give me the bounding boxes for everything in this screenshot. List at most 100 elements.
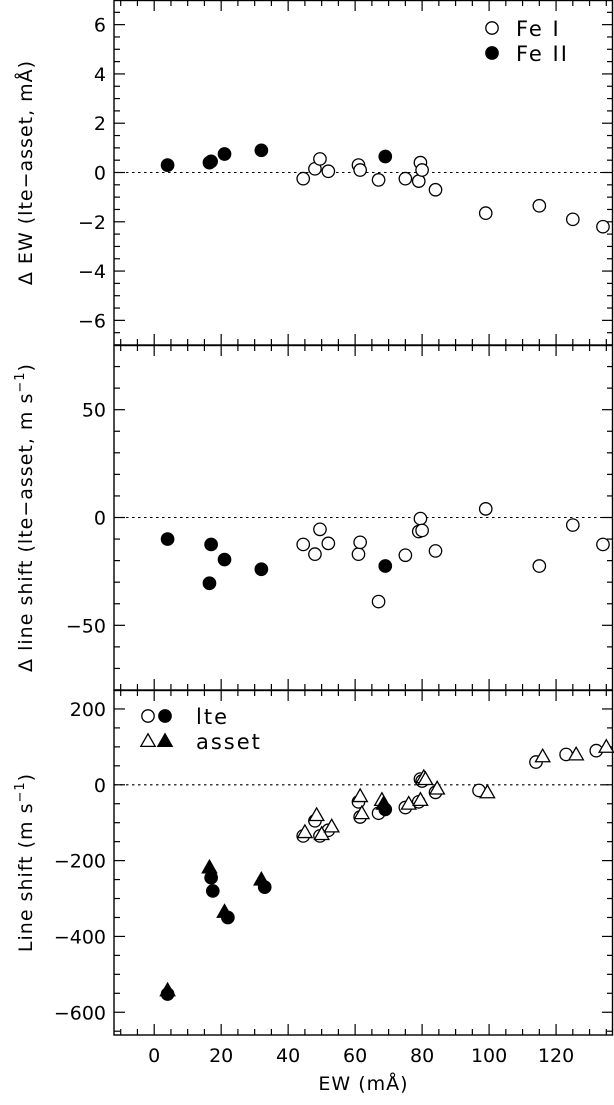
y-tick-label: −2 <box>78 212 106 234</box>
data-point-filled-circle <box>160 158 175 172</box>
y-axis-label: Δ line shift (lte−asset, m s−1) <box>13 363 37 672</box>
data-point-open-triangle <box>313 825 330 841</box>
data-point-open-circle <box>398 171 413 186</box>
y-tick-label: 0 <box>94 163 106 185</box>
x-tick-label: 80 <box>410 1045 434 1067</box>
plot-frame <box>113 689 614 1036</box>
x-tick-label: 60 <box>343 1045 367 1067</box>
data-point-open-circle <box>413 511 428 526</box>
data-point-open-circle <box>596 537 610 552</box>
data-point-filled-circle <box>217 147 232 161</box>
data-point-filled-triangle <box>201 858 218 874</box>
data-point-open-circle <box>478 206 493 221</box>
y-axis-label-superscript: −1 <box>13 781 28 802</box>
y-axis-label-end: ) <box>15 363 37 371</box>
x-tick-label: 100 <box>471 1045 507 1067</box>
legend-marker-filled-circle <box>158 709 172 723</box>
data-point-open-triangle <box>567 745 585 761</box>
legend-marker-open-triangle <box>139 732 157 748</box>
y-tick-label: 50 <box>82 400 106 422</box>
data-point-open-circle <box>351 547 366 562</box>
data-point-open-circle <box>321 164 336 179</box>
data-point-open-triangle <box>417 770 434 786</box>
data-point-open-circle <box>296 171 311 186</box>
data-point-filled-circle <box>204 537 218 552</box>
data-point-open-circle <box>321 536 336 551</box>
x-tick-label: 120 <box>538 1045 574 1067</box>
data-point-open-circle <box>532 559 547 573</box>
data-point-filled-circle <box>217 552 232 567</box>
data-point-open-circle <box>398 548 413 563</box>
data-point-filled-circle <box>160 532 175 546</box>
y-axis-label: Line shift (m s−1) <box>13 773 37 952</box>
x-tick-label: 20 <box>209 1045 233 1067</box>
data-point-filled-triangle <box>216 903 233 918</box>
legend-label: asset <box>196 730 262 754</box>
data-point-open-circle <box>415 163 429 177</box>
panel-delta-line-shift: −50 0 50 Δ line shift (lte−asset, m s−1) <box>13 344 614 691</box>
data-point-open-triangle <box>412 791 429 806</box>
y-axis-label-prefix: Δ <box>15 264 37 285</box>
panel-delta-ew: −6 −4 −2 0 2 4 6 Δ EW (lte−asset, mÅ) Fe IFe II <box>14 0 614 346</box>
y-axis-label-text: EW (lte−asset, mÅ) <box>14 60 37 264</box>
y-axis-label-superscript: −1 <box>13 371 28 392</box>
legend-marker-filled-circle <box>485 46 499 60</box>
data-point-open-triangle <box>479 783 496 799</box>
data-point-filled-circle <box>205 884 220 898</box>
data-point-open-circle <box>313 152 327 166</box>
data-point-open-circle <box>428 544 443 558</box>
legend-label: lte <box>196 705 229 729</box>
data-point-open-circle <box>313 522 327 537</box>
data-point-filled-triangle <box>253 871 270 886</box>
data-point-open-circle <box>308 547 322 562</box>
data-point-filled-circle <box>378 559 393 573</box>
data-point-filled-circle <box>378 149 393 164</box>
data-point-open-circle <box>353 535 368 550</box>
legend-label: Fe I <box>516 17 561 41</box>
data-point-open-triangle <box>428 780 446 795</box>
legend-marker-open-circle <box>485 21 499 35</box>
y-axis-label-prefix: Δ <box>15 651 37 672</box>
data-point-filled-triangle <box>159 981 176 997</box>
legend-marker-open-circle <box>141 709 155 723</box>
y-tick-label: 4 <box>94 64 106 86</box>
x-tick-label: 40 <box>276 1045 300 1067</box>
legend-marker-filled-triangle <box>156 732 174 748</box>
data-point-open-triangle <box>353 804 371 820</box>
y-tick-label: −50 <box>66 615 106 637</box>
plot-frame <box>113 344 614 691</box>
x-tick-label: 0 <box>148 1045 160 1067</box>
data-point-open-triangle <box>534 747 551 763</box>
y-tick-label: −400 <box>54 926 106 948</box>
data-point-open-circle <box>532 198 547 213</box>
y-axis-label-text: line shift (lte−asset, m s <box>15 393 37 651</box>
data-point-open-triangle <box>597 738 614 753</box>
data-point-filled-circle <box>202 576 217 591</box>
data-point-open-triangle <box>308 806 325 822</box>
data-point-open-circle <box>371 594 386 609</box>
y-axis-label-end: ) <box>15 773 37 781</box>
y-tick-label: −200 <box>54 851 106 873</box>
data-point-open-triangle <box>351 787 369 803</box>
y-tick-label: 2 <box>94 113 106 135</box>
data-point-open-triangle <box>323 817 341 833</box>
legend-top-right: Fe IFe II <box>485 17 567 66</box>
y-tick-label: −6 <box>78 310 106 332</box>
data-point-open-circle <box>428 182 443 197</box>
data-point-filled-triangle <box>375 795 392 810</box>
data-point-open-circle <box>296 537 311 552</box>
data-point-open-circle <box>565 518 580 532</box>
data-point-filled-circle <box>204 154 218 169</box>
y-axis-label-text: Line shift (m s <box>15 803 37 953</box>
data-point-open-circle <box>478 502 493 516</box>
y-tick-label: 6 <box>94 15 106 37</box>
data-point-filled-circle <box>254 143 269 158</box>
y-tick-label: 0 <box>94 775 106 797</box>
panel-line-shift: −600 −400 −200 0 200 0 20 40 60 80 100 120 Line shif… <box>13 689 614 1095</box>
data-point-open-triangle <box>296 823 314 839</box>
data-point-open-circle <box>565 212 580 227</box>
y-tick-label: −4 <box>78 261 106 283</box>
data-point-open-circle <box>353 163 368 177</box>
